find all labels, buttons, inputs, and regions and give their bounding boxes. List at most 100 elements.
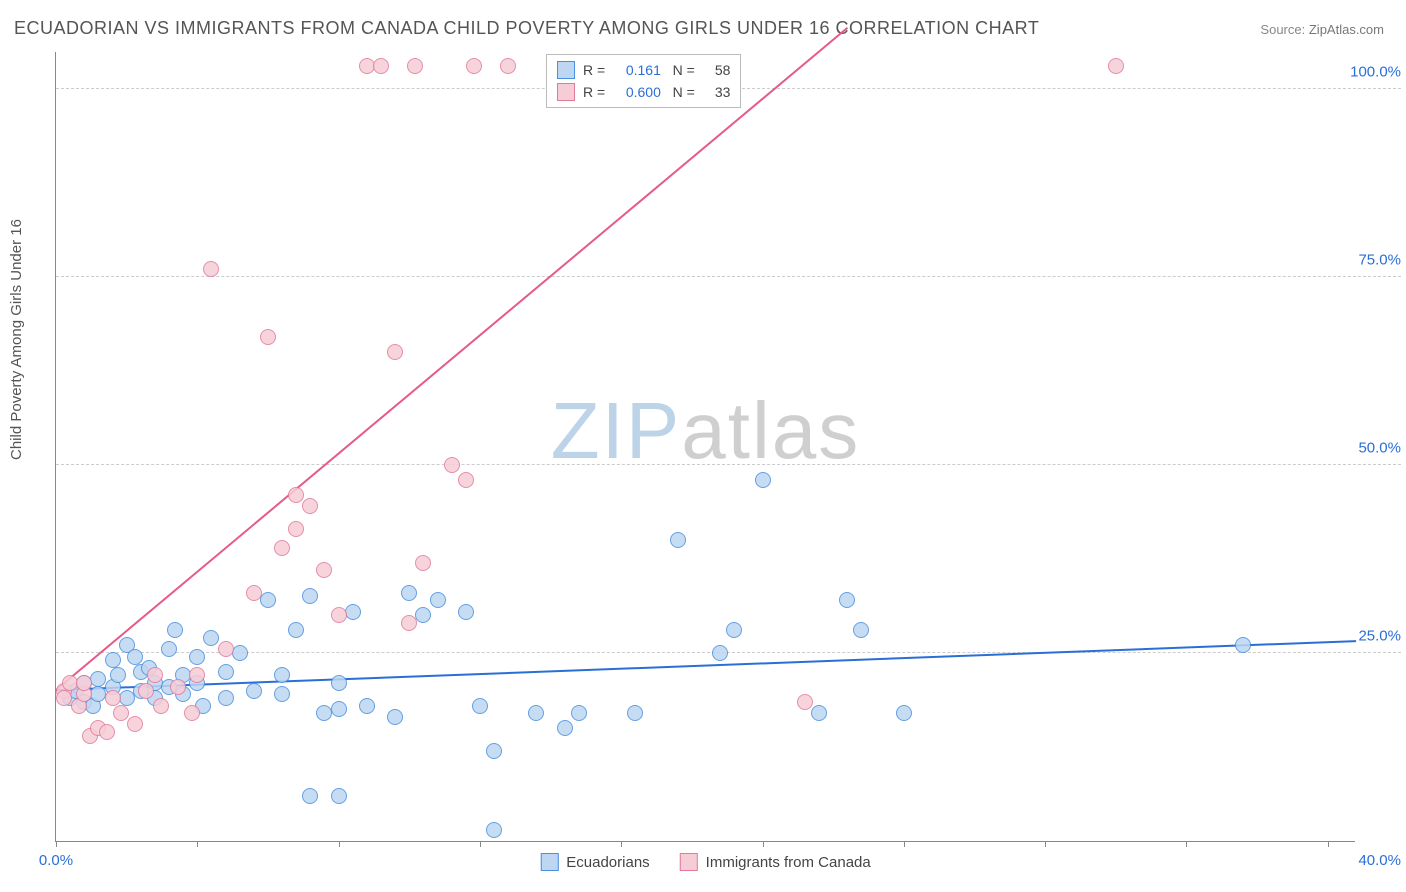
data-point bbox=[401, 585, 417, 601]
correlation-legend: R = 0.161 N = 58 R = 0.600 N = 33 bbox=[546, 54, 741, 108]
data-point bbox=[203, 261, 219, 277]
x-tick-mark bbox=[197, 841, 198, 847]
data-point bbox=[458, 472, 474, 488]
legend-swatch bbox=[680, 853, 698, 871]
data-point bbox=[571, 705, 587, 721]
data-point bbox=[853, 622, 869, 638]
data-point bbox=[110, 667, 126, 683]
data-point bbox=[232, 645, 248, 661]
data-point bbox=[161, 641, 177, 657]
legend-item: Ecuadorians bbox=[540, 853, 649, 871]
data-point bbox=[430, 592, 446, 608]
data-point bbox=[274, 686, 290, 702]
data-point bbox=[246, 683, 262, 699]
data-point bbox=[246, 585, 262, 601]
data-point bbox=[127, 649, 143, 665]
data-point bbox=[415, 555, 431, 571]
data-point bbox=[184, 705, 200, 721]
data-point bbox=[274, 540, 290, 556]
legend-swatch bbox=[540, 853, 558, 871]
x-tick-label: 40.0% bbox=[1358, 852, 1401, 869]
data-point bbox=[288, 487, 304, 503]
data-point bbox=[113, 705, 129, 721]
data-point bbox=[712, 645, 728, 661]
data-point bbox=[387, 344, 403, 360]
data-point bbox=[138, 683, 154, 699]
data-point bbox=[189, 667, 205, 683]
data-point bbox=[1108, 58, 1124, 74]
x-tick-mark bbox=[1328, 841, 1329, 847]
legend-row: R = 0.600 N = 33 bbox=[557, 81, 730, 103]
data-point bbox=[302, 498, 318, 514]
source-attribution: Source: ZipAtlas.com bbox=[1260, 22, 1384, 37]
chart-title: ECUADORIAN VS IMMIGRANTS FROM CANADA CHI… bbox=[14, 18, 1039, 39]
data-point bbox=[797, 694, 813, 710]
trend-line bbox=[55, 27, 848, 691]
data-point bbox=[345, 604, 361, 620]
data-point bbox=[170, 679, 186, 695]
scatter-plot: ZIPatlas 25.0%50.0%75.0%100.0%0.0%40.0%R… bbox=[55, 52, 1355, 842]
y-tick-label: 75.0% bbox=[1341, 251, 1401, 268]
source-label: Source: bbox=[1260, 22, 1305, 37]
data-point bbox=[387, 709, 403, 725]
legend-text: R = 0.161 N = 58 bbox=[583, 62, 730, 78]
data-point bbox=[627, 705, 643, 721]
data-point bbox=[472, 698, 488, 714]
data-point bbox=[260, 329, 276, 345]
data-point bbox=[260, 592, 276, 608]
data-point bbox=[444, 457, 460, 473]
legend-label: Ecuadorians bbox=[566, 854, 649, 871]
x-tick-mark bbox=[480, 841, 481, 847]
grid-line bbox=[56, 652, 1401, 653]
x-tick-label: 0.0% bbox=[39, 852, 73, 869]
source-name: ZipAtlas.com bbox=[1309, 22, 1384, 37]
data-point bbox=[670, 532, 686, 548]
data-point bbox=[373, 58, 389, 74]
data-point bbox=[167, 622, 183, 638]
data-point bbox=[359, 698, 375, 714]
data-point bbox=[99, 724, 115, 740]
data-point bbox=[189, 649, 205, 665]
data-point bbox=[401, 615, 417, 631]
data-point bbox=[302, 588, 318, 604]
x-tick-mark bbox=[621, 841, 622, 847]
data-point bbox=[105, 652, 121, 668]
legend-item: Immigrants from Canada bbox=[680, 853, 871, 871]
data-point bbox=[218, 664, 234, 680]
data-point bbox=[331, 701, 347, 717]
legend-text: R = 0.600 N = 33 bbox=[583, 84, 730, 100]
data-point bbox=[466, 58, 482, 74]
data-point bbox=[147, 667, 163, 683]
x-tick-mark bbox=[1186, 841, 1187, 847]
data-point bbox=[288, 521, 304, 537]
data-point bbox=[331, 675, 347, 691]
data-point bbox=[76, 675, 92, 691]
x-tick-mark bbox=[56, 841, 57, 847]
data-point bbox=[557, 720, 573, 736]
data-point bbox=[105, 690, 121, 706]
data-point bbox=[274, 667, 290, 683]
data-point bbox=[486, 822, 502, 838]
grid-line bbox=[56, 464, 1401, 465]
data-point bbox=[331, 607, 347, 623]
x-tick-mark bbox=[1045, 841, 1046, 847]
series-legend: Ecuadorians Immigrants from Canada bbox=[540, 853, 870, 871]
x-tick-mark bbox=[763, 841, 764, 847]
data-point bbox=[288, 622, 304, 638]
grid-line bbox=[56, 276, 1401, 277]
data-point bbox=[458, 604, 474, 620]
x-tick-mark bbox=[904, 841, 905, 847]
watermark-atlas: atlas bbox=[681, 386, 860, 475]
data-point bbox=[153, 698, 169, 714]
legend-label: Immigrants from Canada bbox=[706, 854, 871, 871]
data-point bbox=[218, 641, 234, 657]
data-point bbox=[755, 472, 771, 488]
data-point bbox=[316, 562, 332, 578]
data-point bbox=[528, 705, 544, 721]
data-point bbox=[218, 690, 234, 706]
data-point bbox=[839, 592, 855, 608]
y-tick-label: 50.0% bbox=[1341, 439, 1401, 456]
watermark-zip: ZIP bbox=[551, 386, 681, 475]
data-point bbox=[811, 705, 827, 721]
data-point bbox=[302, 788, 318, 804]
